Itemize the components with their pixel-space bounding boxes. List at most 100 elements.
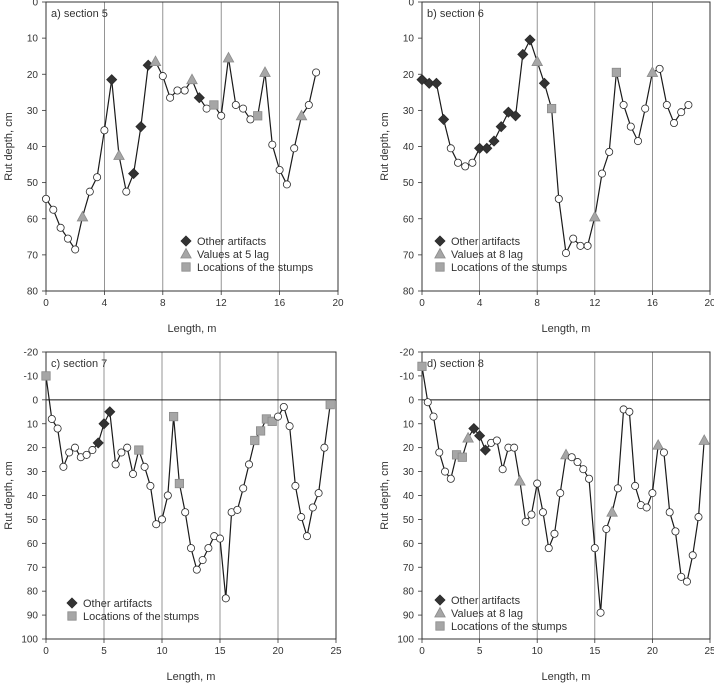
- artifact-marker: [538, 77, 550, 89]
- data-point: [85, 187, 94, 196]
- data-point: [59, 462, 68, 471]
- data-point: [662, 100, 671, 109]
- data-point: [605, 147, 614, 156]
- data-point: [625, 407, 634, 416]
- data-point: [521, 517, 530, 526]
- data-point: [100, 126, 109, 135]
- x-tick-label: 25: [330, 646, 342, 657]
- data-point: [117, 448, 126, 457]
- data-point: [111, 460, 120, 469]
- chart-title: d) section 8: [427, 358, 484, 370]
- data-point: [556, 489, 565, 498]
- series-line: [45, 375, 331, 599]
- data-point: [579, 465, 588, 474]
- legend-symbol: [67, 611, 77, 621]
- x-tick-label: 12: [216, 298, 228, 309]
- data-point: [694, 513, 703, 522]
- data-point: [461, 162, 470, 171]
- stump-marker: [41, 371, 51, 381]
- legend-label: Values at 5 lag: [197, 249, 269, 261]
- y-tick-label: 0: [32, 395, 38, 406]
- x-tick-label: 25: [704, 646, 714, 657]
- artifact-marker: [135, 121, 147, 133]
- y-tick-label: 80: [403, 587, 415, 598]
- x-tick-label: 8: [160, 298, 166, 309]
- x-tick-label: 0: [43, 298, 49, 309]
- data-point: [538, 508, 547, 517]
- data-point: [576, 241, 585, 250]
- x-tick-label: 10: [532, 646, 544, 657]
- data-point: [598, 169, 607, 178]
- stump-marker: [457, 452, 467, 462]
- y-tick-label: 70: [27, 563, 39, 574]
- data-point: [453, 158, 462, 167]
- artifact-marker: [193, 92, 205, 104]
- y-tick-label: -20: [400, 348, 415, 359]
- y-tick-label: 50: [27, 515, 39, 526]
- y-tick-label: 20: [27, 443, 39, 454]
- artifact-marker: [481, 142, 493, 154]
- y-tick-label: 90: [403, 611, 415, 622]
- x-tick-label: 20: [332, 298, 344, 309]
- data-point: [302, 532, 311, 541]
- x-tick-label: 5: [477, 646, 483, 657]
- data-point: [585, 474, 594, 483]
- data-point: [233, 505, 242, 514]
- data-point: [93, 173, 102, 182]
- y-tick-label: 0: [408, 0, 414, 9]
- data-point: [446, 144, 455, 153]
- artifact-marker: [488, 135, 500, 147]
- data-point: [282, 180, 291, 189]
- chart-title: a) section 5: [51, 8, 108, 20]
- x-axis-label: Length, m: [542, 323, 591, 335]
- y-tick-label: 70: [403, 563, 415, 574]
- data-point: [550, 529, 559, 538]
- data-point: [88, 446, 97, 455]
- data-point: [435, 448, 444, 457]
- y-tick-label: 100: [21, 635, 38, 646]
- data-point: [498, 465, 507, 474]
- data-point: [297, 513, 306, 522]
- data-point: [468, 158, 477, 167]
- artifact-marker: [438, 113, 450, 125]
- artifact-marker: [517, 48, 529, 60]
- data-point: [186, 544, 195, 553]
- x-tick-label: 16: [274, 298, 286, 309]
- data-point: [304, 100, 313, 109]
- chart-panel-b: 0 4 8 12 16 20 0 10 20 30 40 50 60 70 80 b) section 6 Le…: [379, 0, 714, 335]
- data-point: [655, 64, 664, 73]
- y-tick-label: 10: [27, 419, 39, 430]
- artifact-marker: [502, 106, 514, 118]
- data-point: [192, 565, 201, 574]
- legend-label: Locations of the stumps: [451, 621, 568, 633]
- y-tick-label: 40: [403, 142, 415, 153]
- data-point: [71, 443, 80, 452]
- stump-marker: [417, 361, 427, 371]
- lag-value-marker: [259, 66, 271, 77]
- artifact-marker: [128, 168, 140, 180]
- x-tick-label: 0: [419, 298, 425, 309]
- data-point: [163, 491, 172, 500]
- legend-label: Values at 8 lag: [451, 608, 523, 620]
- lag-value-marker: [113, 149, 125, 160]
- x-tick-label: 12: [589, 298, 601, 309]
- y-tick-label: 30: [27, 467, 39, 478]
- data-point: [642, 503, 651, 512]
- x-axis-label: Length, m: [542, 671, 591, 683]
- y-tick-label: -20: [24, 348, 39, 359]
- artifact-marker: [474, 430, 486, 442]
- x-tick-label: 20: [704, 298, 714, 309]
- y-tick-label: 10: [403, 34, 415, 45]
- data-point: [554, 194, 563, 203]
- y-tick-label: 30: [403, 467, 415, 478]
- y-tick-label: 70: [403, 250, 415, 261]
- data-point: [648, 489, 657, 498]
- y-tick-label: 20: [403, 443, 415, 454]
- y-tick-label: 70: [27, 250, 39, 261]
- y-axis-label: Rut depth, cm: [379, 112, 391, 180]
- data-point: [290, 144, 299, 153]
- data-point: [682, 577, 691, 586]
- data-point: [273, 412, 282, 421]
- data-point: [217, 111, 226, 120]
